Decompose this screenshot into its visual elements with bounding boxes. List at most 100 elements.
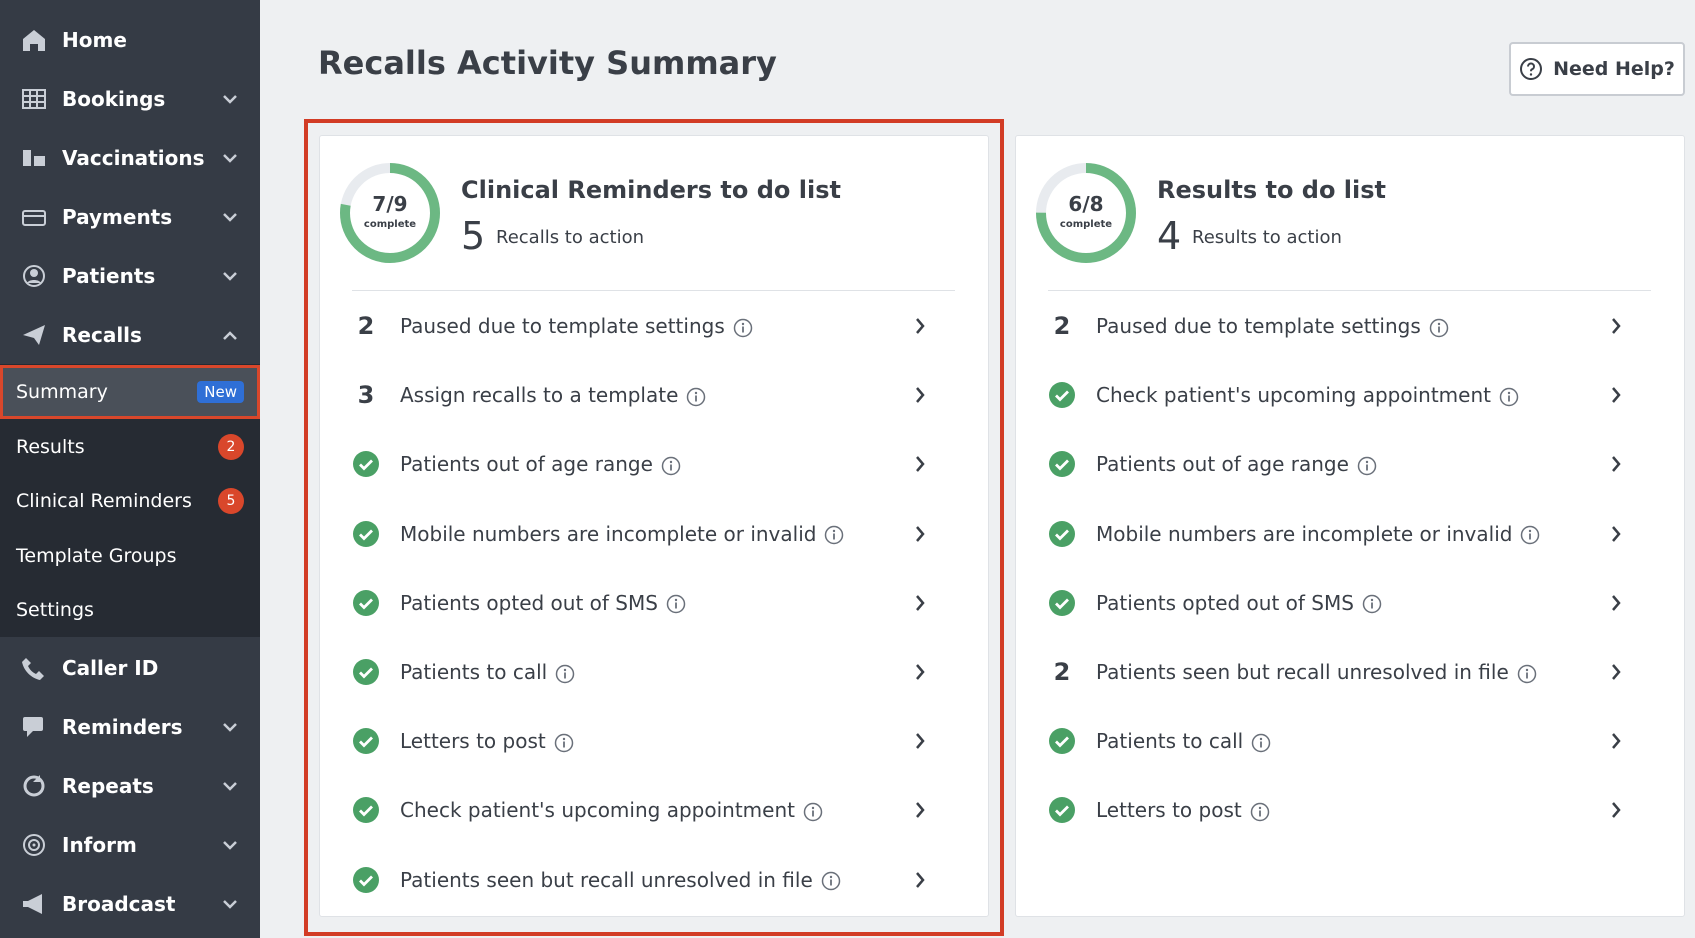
- todo-row[interactable]: Check patient's upcoming appointment: [1016, 365, 1684, 425]
- submenu-item[interactable]: Results 2: [0, 420, 260, 474]
- chevron: [223, 272, 237, 281]
- nav-item[interactable]: Broadcast: [0, 875, 260, 933]
- nav-item[interactable]: Repeats: [0, 757, 260, 815]
- todo-row[interactable]: 3 Assign recalls to a template: [320, 365, 988, 425]
- submenu-label: Template Groups: [16, 544, 177, 567]
- info-icon: [1429, 318, 1448, 337]
- row-label: Patients to call: [400, 660, 575, 684]
- nav-icon: [23, 325, 45, 345]
- chevron: [223, 154, 237, 163]
- progress-ring: [1036, 163, 1136, 263]
- nav-label: Patients: [62, 264, 156, 288]
- chevron-right: [916, 594, 925, 611]
- check-icon: [1049, 797, 1075, 824]
- nav-icon: [23, 893, 42, 914]
- nav-label: Payments: [62, 205, 173, 229]
- row-text: Patients opted out of SMS: [400, 590, 658, 615]
- row-text: Paused due to template settings: [400, 314, 725, 338]
- chevron-right: [916, 664, 925, 680]
- nav-label: Caller ID: [62, 655, 159, 680]
- todo-row[interactable]: 2 Patients seen but recall unresolved in …: [1016, 642, 1684, 702]
- nav-item[interactable]: Caller ID: [0, 639, 260, 697]
- nav-icon: [23, 774, 45, 796]
- row-text: Patients out of age range: [400, 452, 653, 477]
- help-button[interactable]: Need Help?: [1509, 42, 1685, 96]
- row-label: Patients out of age range: [1096, 452, 1377, 476]
- todo-row[interactable]: Patients out of age range: [1016, 434, 1684, 494]
- nav-item[interactable]: Patients: [0, 247, 260, 305]
- progress-text: 7/9: [372, 192, 408, 216]
- nav-icon: [22, 657, 44, 680]
- todo-row[interactable]: Letters to post: [320, 711, 988, 771]
- row-text: Patients out of age range: [1096, 452, 1349, 477]
- nav-icon: [23, 30, 45, 51]
- todo-row[interactable]: Patients opted out of SMS: [1016, 573, 1684, 633]
- check-icon: [353, 728, 379, 755]
- row-label: Patients to call: [1096, 729, 1271, 753]
- card-title: Clinical Reminders to do list: [461, 176, 841, 204]
- sidebar: Home Bookings Vaccinations Payments Patients…: [0, 0, 260, 938]
- progress-text: 6/8: [1068, 192, 1104, 216]
- divider: [1048, 290, 1651, 291]
- card-subtitle: Recalls to action: [496, 227, 644, 248]
- submenu-label: Settings: [16, 599, 94, 621]
- row-label: Patients seen but recall unresolved in f…: [1096, 660, 1537, 684]
- todo-row[interactable]: 2 Paused due to template settings: [320, 296, 988, 356]
- submenu-item[interactable]: Clinical Reminders 5: [0, 474, 260, 528]
- info-icon: [666, 595, 686, 614]
- nav-label: Broadcast: [62, 891, 176, 916]
- todo-row[interactable]: Check patient's upcoming appointment: [320, 780, 988, 840]
- row-text: Patients to call: [1096, 729, 1244, 754]
- submenu-item[interactable]: Template Groups: [0, 529, 260, 583]
- nav-item[interactable]: Inform: [0, 816, 260, 874]
- submenu-label: Summary: [16, 381, 108, 403]
- row-label: Assign recalls to a template: [400, 383, 706, 407]
- todo-row[interactable]: Patients seen but recall unresolved in f…: [320, 850, 988, 910]
- todo-row[interactable]: Patients opted out of SMS: [320, 573, 988, 633]
- nav-icon: [22, 89, 46, 109]
- row-text: Patients seen but recall unresolved in f…: [1096, 660, 1509, 684]
- row-label: Paused due to template settings: [1096, 314, 1449, 338]
- row-label: Letters to post: [1096, 798, 1270, 822]
- nav-item[interactable]: Reminders: [0, 698, 260, 756]
- todo-row[interactable]: Letters to post: [1016, 780, 1684, 840]
- row-text: Check patient's upcoming appointment: [400, 798, 795, 823]
- todo-row[interactable]: Mobile numbers are incomplete or invalid: [320, 504, 988, 564]
- row-label: Patients opted out of SMS: [400, 591, 686, 615]
- badge: 2: [218, 433, 244, 460]
- submenu-label: Clinical Reminders: [16, 490, 192, 512]
- chevron-right: [916, 318, 925, 334]
- submenu-item[interactable]: Summary New: [0, 365, 260, 419]
- row-label: Patients opted out of SMS: [1096, 591, 1382, 615]
- chevron: [223, 722, 237, 732]
- todo-row[interactable]: 2 Paused due to template settings: [1016, 296, 1684, 356]
- chevron: [223, 95, 237, 104]
- info-icon: [661, 456, 681, 476]
- nav-label: Home: [62, 28, 127, 52]
- todo-row[interactable]: Patients out of age range: [320, 434, 988, 494]
- nav-item[interactable]: Bookings: [0, 70, 260, 128]
- help-label: Need Help?: [1553, 58, 1675, 80]
- row-text: Paused due to template settings: [1096, 314, 1421, 338]
- nav-item[interactable]: Payments: [0, 188, 260, 246]
- info-icon: [1517, 664, 1537, 683]
- nav-icon: [23, 833, 45, 856]
- nav-item[interactable]: Home: [0, 11, 260, 69]
- nav-label: Reminders: [62, 714, 183, 739]
- info-icon: [687, 387, 706, 406]
- chevron: [223, 781, 237, 791]
- nav-item[interactable]: Vaccinations: [0, 129, 260, 187]
- card-subtitle: Results to action: [1192, 227, 1342, 248]
- todo-row[interactable]: Mobile numbers are incomplete or invalid: [1016, 504, 1684, 564]
- chevron-right: [916, 802, 925, 819]
- todo-row[interactable]: Patients to call: [1016, 711, 1684, 771]
- row-text: Patients seen but recall unresolved in f…: [400, 867, 813, 892]
- todo-row[interactable]: Patients to call: [320, 642, 988, 702]
- nav-item[interactable]: Recalls: [0, 306, 260, 364]
- info-icon: [733, 318, 752, 337]
- chevron: [223, 213, 237, 222]
- check-icon: [1049, 451, 1075, 478]
- info-icon: [1251, 733, 1271, 752]
- submenu-item[interactable]: Settings: [0, 583, 260, 637]
